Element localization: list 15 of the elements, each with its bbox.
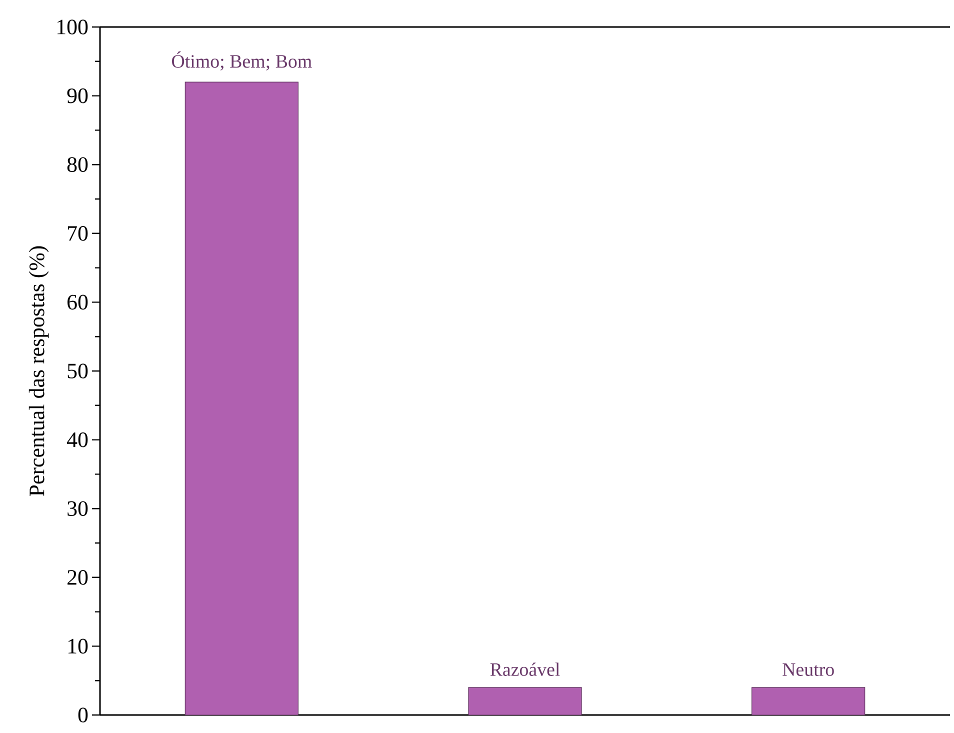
y-tick-label: 80 [67, 157, 88, 172]
x-tick-label: Razoável [490, 662, 560, 676]
y-tick-label: 0 [78, 708, 88, 722]
y-tick-label: 60 [68, 294, 88, 310]
y-tick-label: 40 [66, 432, 88, 448]
y-tick-label: 10 [68, 638, 88, 654]
y-tick-label: 70 [68, 226, 88, 241]
y-tick-label: 100 [58, 20, 88, 34]
x-tick-label: Neutro [782, 663, 834, 676]
y-tick-label: 20 [68, 570, 88, 585]
y-tick-label: 90 [67, 88, 88, 104]
x-tick-label: Ótimo; Bem; Bom [172, 51, 312, 71]
y-axis-title: Percentual das respostas (%) [28, 246, 49, 496]
y-tick-label: 30 [68, 501, 88, 516]
y-tick-label: 50 [68, 364, 88, 378]
